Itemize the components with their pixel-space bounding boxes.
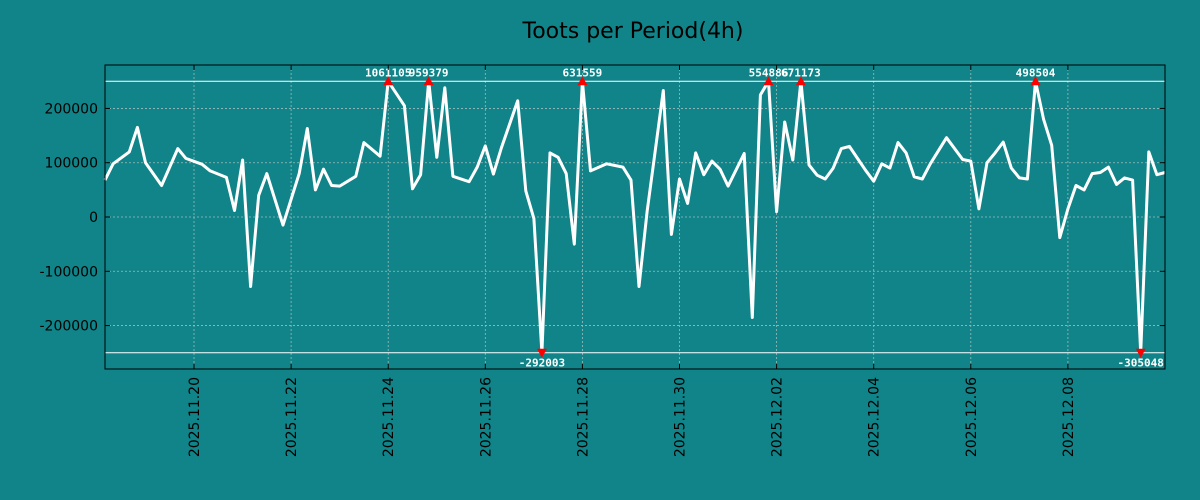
annotation-label: 959379 xyxy=(409,66,449,79)
x-axis-ticks: 2025.11.20 2025.11.22 2025.11.24 2025.11.26… xyxy=(187,65,1077,457)
annotation-marker xyxy=(1030,76,1041,86)
x-tick-label: 2025.11.26 xyxy=(478,377,494,457)
series-group xyxy=(103,79,1166,355)
x-tick-label: 2025.11.24 xyxy=(381,377,397,457)
y-tick-label: -100000 xyxy=(40,264,99,280)
annotation-label: -292003 xyxy=(519,357,565,370)
x-tick-label: 2025.11.20 xyxy=(187,377,203,457)
y-axis-ticks: -200000 -100000 0 100000 200000 xyxy=(40,101,1165,335)
y-tick-label: 100000 xyxy=(45,156,98,172)
annotation-marker xyxy=(1135,348,1146,358)
annotation-marker xyxy=(423,76,434,86)
annotation-marker xyxy=(795,76,806,86)
annotation-label: 631559 xyxy=(563,66,603,79)
annotation-label: -305048 xyxy=(1118,357,1164,370)
annotation-markers xyxy=(383,76,1146,358)
annotation-marker xyxy=(763,76,774,86)
annotation-label: 1061105 xyxy=(365,66,411,79)
annotation-marker xyxy=(383,76,394,86)
annotation-label: 554886 xyxy=(749,66,789,79)
series-line xyxy=(103,79,1166,355)
x-tick-label: 2025.12.08 xyxy=(1061,377,1077,457)
y-tick-label: 0 xyxy=(89,210,98,226)
annotation-marker xyxy=(536,348,547,358)
x-tick-label: 2025.12.06 xyxy=(964,377,980,457)
y-tick-label: -200000 xyxy=(40,319,99,335)
annotation-marker xyxy=(577,76,588,86)
annotation-label: 498504 xyxy=(1016,66,1056,79)
x-tick-label: 2025.12.04 xyxy=(867,377,883,457)
x-tick-label: 2025.12.02 xyxy=(770,377,786,457)
clip-lines xyxy=(105,80,1165,354)
x-tick-label: 2025.11.28 xyxy=(575,377,591,457)
annotation-label: 671173 xyxy=(781,66,821,79)
x-tick-label: 2025.11.30 xyxy=(673,377,689,457)
y-tick-label: 200000 xyxy=(45,101,98,117)
x-tick-label: 2025.11.22 xyxy=(284,377,300,457)
chart-title: Toots per Period(4h) xyxy=(522,19,744,44)
